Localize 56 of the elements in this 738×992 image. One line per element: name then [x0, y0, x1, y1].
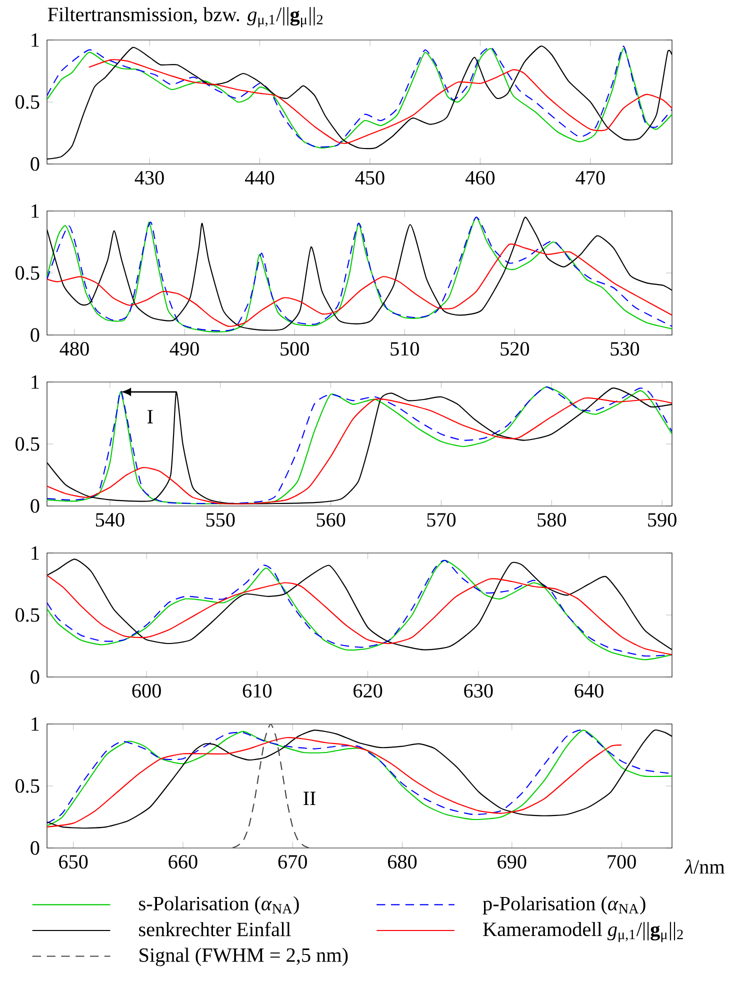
y-tick-label: 0.5 — [16, 95, 40, 109]
legend-label: Kameramodell g$_{μ,1}$/||g$_{μ}$||$_{2}$ — [483, 922, 683, 942]
x-tick-label: 540 — [96, 513, 124, 527]
y-tick-label: 0 — [30, 499, 40, 513]
legend-label: senkrechter Einfall — [139, 922, 291, 936]
y-tick-label: 1 — [32, 33, 39, 47]
y-tick-label: 1 — [32, 717, 39, 731]
x-tick-label: 430 — [134, 171, 164, 185]
legend-label: p-Polarisation (α$_{NA}$) — [482, 896, 646, 915]
x-tick-label: 670 — [278, 855, 307, 869]
y-tick-label: 0 — [30, 841, 40, 855]
x-tick-label: 630 — [464, 684, 493, 698]
x-tick-label: 610 — [242, 684, 272, 698]
annotation: II — [304, 792, 316, 806]
x-tick-label: 590 — [648, 513, 676, 527]
line-series — [88, 59, 672, 144]
x-tick-label: 470 — [576, 171, 605, 185]
x-tick-label: 650 — [59, 855, 88, 869]
x-tick-label: 640 — [574, 684, 604, 698]
x-tick-label: 460 — [465, 171, 495, 185]
x-tick-label: 530 — [610, 342, 640, 356]
y-tick-label: 0.5 — [16, 437, 40, 451]
x-tick-label: 570 — [427, 513, 456, 527]
chart-title: Filtertransmission, bzw. g$_{μ,1}$/||g$_{μ}$||$_{2}$ — [48, 7, 323, 28]
x-tick-label: 450 — [355, 171, 384, 185]
legend-label: Signal (FWHM = 2,5 nm) — [140, 948, 348, 966]
x-tick-label: 700 — [608, 855, 636, 869]
y-tick-label: 0 — [30, 670, 40, 684]
x-tick-label: 680 — [388, 855, 417, 869]
y-tick-label: 1 — [32, 375, 39, 389]
x-tick-label: 510 — [390, 342, 419, 356]
y-tick-label: 1 — [32, 546, 39, 560]
line-series — [47, 244, 672, 327]
x-tick-label: 620 — [354, 684, 382, 698]
x-tick-label: 440 — [244, 171, 274, 185]
x-tick-label: 580 — [538, 513, 566, 527]
x-tick-label: 600 — [132, 684, 161, 698]
y-tick-label: 1 — [32, 204, 39, 218]
x-axis-title: λ/nm — [684, 859, 725, 874]
x-tick-label: 480 — [60, 342, 89, 356]
y-tick-label: 0.5 — [16, 266, 40, 280]
y-tick-label: 0 — [30, 328, 40, 342]
line-series — [47, 737, 622, 828]
y-tick-label: 0.5 — [16, 608, 40, 622]
annotation: I — [147, 410, 153, 424]
x-tick-label: 490 — [170, 342, 199, 356]
x-tick-label: 560 — [316, 513, 346, 527]
line-series — [47, 574, 672, 656]
legend-label: s-Polarisation (α$_{NA}$) — [139, 896, 299, 915]
x-tick-label: 550 — [206, 513, 235, 527]
y-tick-label: 0.5 — [16, 779, 40, 793]
x-tick-label: 500 — [280, 342, 309, 356]
x-tick-label: 520 — [500, 342, 530, 356]
x-tick-label: 690 — [498, 855, 526, 869]
x-tick-label: 660 — [168, 855, 198, 869]
y-tick-label: 0 — [30, 157, 40, 171]
